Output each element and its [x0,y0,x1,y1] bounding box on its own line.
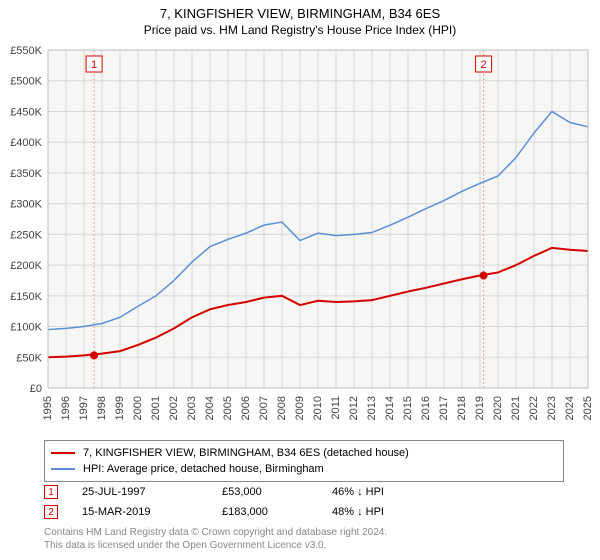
svg-text:2014: 2014 [384,396,396,420]
svg-text:2009: 2009 [294,396,306,420]
page: 7, KINGFISHER VIEW, BIRMINGHAM, B34 6ES … [0,0,600,560]
svg-text:£100K: £100K [10,322,42,334]
chart-svg: £0 £50K £100K £150K £200K £250K £300K £350K £400… [0,44,600,434]
svg-text:1996: 1996 [60,396,72,420]
svg-text:2007: 2007 [258,396,270,420]
svg-text:2015: 2015 [402,396,414,420]
svg-text:£250K: £250K [10,229,42,241]
svg-text:1999: 1999 [114,396,126,420]
svg-text:2013: 2013 [366,396,378,420]
legend-label-hpi: HPI: Average price, detached house, Birm… [83,463,324,475]
svg-text:2018: 2018 [456,396,468,420]
svg-text:1: 1 [91,59,97,71]
svg-text:2021: 2021 [510,396,522,420]
svg-text:1997: 1997 [78,396,90,420]
chart: £0 £50K £100K £150K £200K £250K £300K £350K £400… [0,44,600,434]
svg-text:£50K: £50K [16,352,42,364]
svg-text:2020: 2020 [492,396,504,420]
sale-row-2: 2 15-MAR-2019 £183,000 48% ↓ HPI [44,502,564,522]
svg-text:2010: 2010 [312,396,324,420]
sale-hpi-1: 46% ↓ HPI [332,486,452,498]
legend-row-hpi: HPI: Average price, detached house, Birm… [51,461,557,477]
footer-line-1: Contains HM Land Registry data © Crown c… [44,526,387,539]
sale-date-2: 15-MAR-2019 [82,506,222,518]
title: 7, KINGFISHER VIEW, BIRMINGHAM, B34 6ES [0,6,600,21]
sales-table: 1 25-JUL-1997 £53,000 46% ↓ HPI 2 15-MAR… [44,482,564,522]
svg-text:2001: 2001 [150,396,162,420]
svg-text:£200K: £200K [10,260,42,272]
svg-text:2012: 2012 [348,396,360,420]
svg-text:1995: 1995 [42,396,54,420]
svg-text:2005: 2005 [222,396,234,420]
sale-date-1: 25-JUL-1997 [82,486,222,498]
svg-text:£0: £0 [30,383,42,395]
svg-text:£300K: £300K [10,199,42,211]
title-block: 7, KINGFISHER VIEW, BIRMINGHAM, B34 6ES … [0,0,600,37]
svg-text:2002: 2002 [168,396,180,420]
legend-label-property: 7, KINGFISHER VIEW, BIRMINGHAM, B34 6ES … [83,447,409,459]
svg-text:2024: 2024 [564,396,576,420]
sale-price-1: £53,000 [222,486,332,498]
svg-text:2: 2 [481,59,487,71]
footer: Contains HM Land Registry data © Crown c… [44,526,387,552]
svg-text:£400K: £400K [10,137,42,149]
svg-text:2017: 2017 [438,396,450,420]
svg-text:£150K: £150K [10,291,42,303]
svg-text:2004: 2004 [204,396,216,420]
sale-price-2: £183,000 [222,506,332,518]
svg-text:£350K: £350K [10,168,42,180]
svg-text:2025: 2025 [582,396,594,420]
subtitle: Price paid vs. HM Land Registry's House … [0,23,600,37]
svg-text:2023: 2023 [546,396,558,420]
sale-hpi-2: 48% ↓ HPI [332,506,452,518]
svg-text:2022: 2022 [528,396,540,420]
svg-text:£550K: £550K [10,45,42,57]
legend-swatch-property [51,452,75,454]
svg-text:2011: 2011 [330,396,342,420]
sale-marker-2: 2 [44,505,58,519]
svg-text:£500K: £500K [10,76,42,88]
legend: 7, KINGFISHER VIEW, BIRMINGHAM, B34 6ES … [44,440,564,482]
footer-line-2: This data is licensed under the Open Gov… [44,539,387,552]
svg-text:1998: 1998 [96,396,108,420]
legend-row-property: 7, KINGFISHER VIEW, BIRMINGHAM, B34 6ES … [51,445,557,461]
svg-text:2006: 2006 [240,396,252,420]
svg-text:£450K: £450K [10,106,42,118]
svg-text:2008: 2008 [276,396,288,420]
sale-marker-1: 1 [44,485,58,499]
legend-swatch-hpi [51,468,75,470]
sale-row-1: 1 25-JUL-1997 £53,000 46% ↓ HPI [44,482,564,502]
svg-text:2016: 2016 [420,396,432,420]
svg-text:2000: 2000 [132,396,144,420]
svg-text:2003: 2003 [186,396,198,420]
svg-text:2019: 2019 [474,396,486,420]
